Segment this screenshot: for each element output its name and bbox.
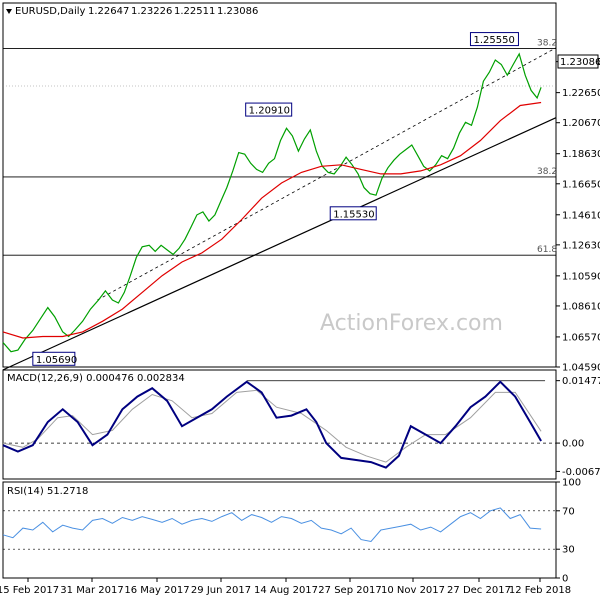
price-y-tick-label: 1.12630 (562, 240, 600, 251)
ohlc-low: 1.22511 (174, 6, 215, 17)
price-y-tick-label: 1.10590 (562, 271, 600, 282)
price-y-tick-label: 1.16650 (562, 179, 600, 190)
macd-signal-series (2, 389, 542, 463)
x-tick-label: 31 Mar 2017 (60, 585, 123, 596)
rsi-title: RSI(14) 51.2718 (7, 486, 88, 497)
price-y-tick-label: 1.08610 (562, 301, 600, 312)
rsi-panel (2, 481, 557, 579)
price-annotation-label: 1.05690 (36, 355, 77, 366)
fib-level-label: 38.2 (537, 167, 557, 177)
price-y-tick-label: 1.22650 (562, 88, 600, 99)
macd-main-series (2, 380, 542, 469)
symbol-title: EURUSD,Daily (15, 6, 86, 17)
macd-y-tick-label: 0.014776 (562, 376, 600, 387)
macd-y-axis: 0.014776 0.00 -0.006705 (556, 376, 600, 478)
price-annotation-box (469, 32, 519, 47)
rsi-y-tick-label: 0 (562, 574, 568, 585)
fib-levels: 38.2 38.2 61.8 (3, 39, 557, 256)
last-price-label: 1.23086 (560, 57, 600, 68)
macd-y-tick-label: 0.00 (562, 439, 584, 450)
price-y-tick-label: 1.06570 (562, 332, 600, 343)
moving-average-series (2, 101, 542, 339)
last-price-box (557, 54, 599, 69)
rsi-y-tick-label: 100 (562, 478, 581, 489)
x-tick-label: 12 Feb 2018 (509, 585, 571, 596)
support-trendline (2, 117, 557, 371)
price-annotation-box (32, 351, 76, 366)
price-series (2, 52, 542, 353)
x-axis: 15 Feb 2017 31 Mar 2017 16 May 2017 29 Jun … (0, 578, 571, 596)
x-tick-label: 15 Feb 2017 (0, 585, 59, 596)
fib-level-label: 38.2 (537, 39, 557, 49)
macd-y-tick-label: -0.006705 (562, 467, 600, 478)
price-annotation-label: 1.20910 (249, 106, 290, 117)
macd-title: MACD(12,26,9) 0.000476 0.002834 (7, 373, 185, 384)
price-annotations: 1.25550 1.20910 1.15530 1.05690 (32, 32, 519, 366)
price-annotation-box (245, 102, 293, 117)
price-y-tick-label: 1.18630 (562, 149, 600, 160)
macd-panel (2, 369, 557, 480)
x-tick-label: 27 Dec 2017 (447, 585, 511, 596)
rsi-y-tick-label: 30 (562, 545, 575, 556)
price-annotation-label: 1.15530 (333, 209, 374, 220)
x-tick-label: 10 Nov 2017 (381, 585, 445, 596)
ohlc-high: 1.23226 (131, 6, 172, 17)
price-annotation-box (329, 206, 377, 221)
watermark: ActionForex.com (320, 311, 503, 336)
price-y-tick-label: 1.20670 (562, 118, 600, 129)
last-price-marker: 1.23086 (557, 54, 600, 69)
price-y-tick-label: 1.04590 (562, 363, 600, 374)
price-annotation-label: 1.25550 (473, 35, 514, 46)
dropdown-triangle-icon (6, 9, 12, 14)
price-y-tick-label: 1.14610 (562, 210, 600, 221)
price-title: EURUSD,Daily 1.22647 1.23226 1.22511 1.2… (6, 6, 258, 17)
x-tick-label: 16 May 2017 (124, 585, 189, 596)
ohlc-open: 1.22647 (88, 6, 129, 17)
rsi-series (2, 507, 542, 543)
rsi-y-axis: 100 70 30 0 (556, 478, 581, 585)
fib-level-label: 61.8 (537, 245, 557, 255)
ohlc-close: 1.23086 (217, 6, 258, 17)
rsi-grid (3, 510, 556, 550)
trendlines (2, 47, 557, 371)
x-tick-label: 29 Jun 2017 (191, 585, 251, 596)
rsi-y-tick-label: 70 (562, 506, 575, 517)
x-tick-label: 27 Sep 2017 (318, 585, 381, 596)
x-tick-label: 14 Aug 2017 (254, 585, 318, 596)
